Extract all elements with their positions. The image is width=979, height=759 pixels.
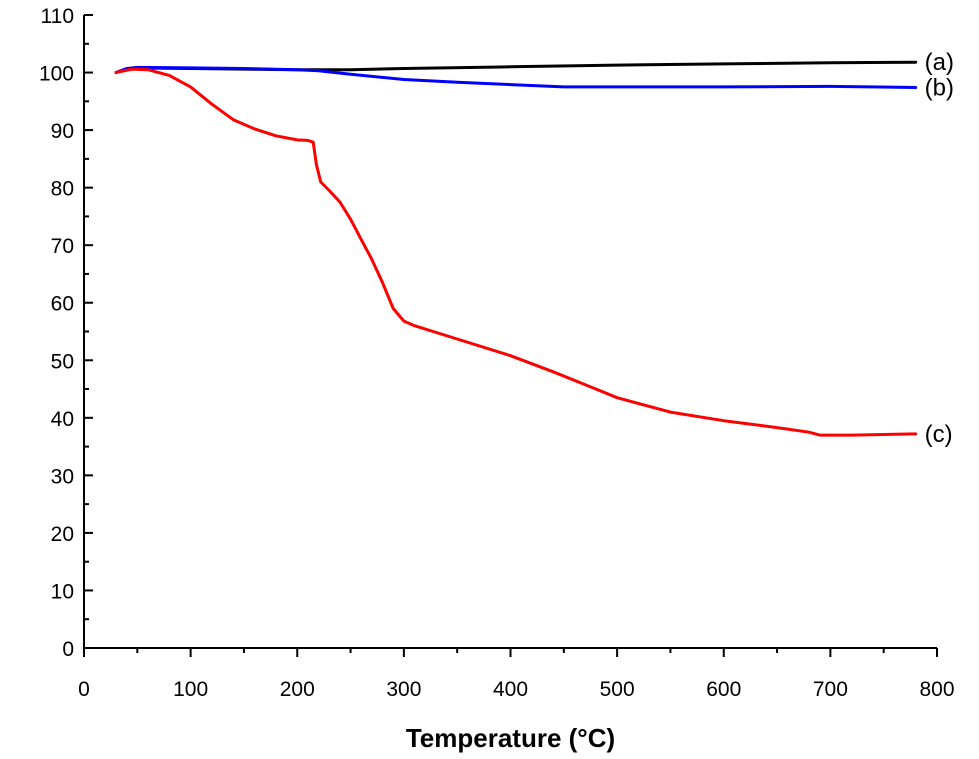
x-tick-label: 800 bbox=[919, 678, 954, 701]
y-tick-label: 90 bbox=[51, 120, 74, 143]
y-tick-label: 110 bbox=[41, 5, 74, 28]
y-tick-label: 60 bbox=[51, 293, 74, 316]
x-tick-label: 100 bbox=[173, 678, 208, 701]
series-label-c: (c) bbox=[925, 421, 953, 448]
y-tick-label: 100 bbox=[39, 63, 74, 86]
x-tick-label: 500 bbox=[600, 678, 635, 701]
x-tick-label: 700 bbox=[813, 678, 848, 701]
y-tick-label: 70 bbox=[51, 235, 74, 258]
y-tick-label: 20 bbox=[51, 523, 74, 546]
x-axis-title: Temperature (°C) bbox=[406, 723, 615, 753]
x-tick-label: 600 bbox=[706, 678, 741, 701]
series-line-c bbox=[114, 67, 918, 437]
y-tick-label: 10 bbox=[51, 580, 74, 603]
x-tick-label: 200 bbox=[280, 678, 315, 701]
x-tick-label: 0 bbox=[78, 678, 90, 701]
y-tick-label: 40 bbox=[51, 408, 74, 431]
axes: 0 10 20 30 40 50 60 70 80 90 100 110 0 100 200 300 400 5… bbox=[39, 5, 955, 701]
y-tick-label: 80 bbox=[51, 178, 74, 201]
series-label-b: (b) bbox=[925, 75, 954, 102]
x-tick-label: 400 bbox=[493, 678, 528, 701]
y-tick-label: 30 bbox=[51, 465, 74, 488]
y-axis-ticks: 0 10 20 30 40 50 60 70 80 90 100 110 bbox=[39, 5, 93, 661]
series-line-b bbox=[114, 65, 918, 89]
series-label-a: (a) bbox=[925, 49, 954, 76]
y-tick-label: 0 bbox=[62, 638, 74, 661]
series-labels: (a)(b) (c) bbox=[925, 49, 954, 448]
y-tick-label: 50 bbox=[51, 350, 74, 373]
x-axis-ticks: 0 100 200 300 400 500 600 700 800 bbox=[78, 648, 955, 701]
x-tick-label: 300 bbox=[386, 678, 421, 701]
series-lines bbox=[114, 60, 918, 437]
